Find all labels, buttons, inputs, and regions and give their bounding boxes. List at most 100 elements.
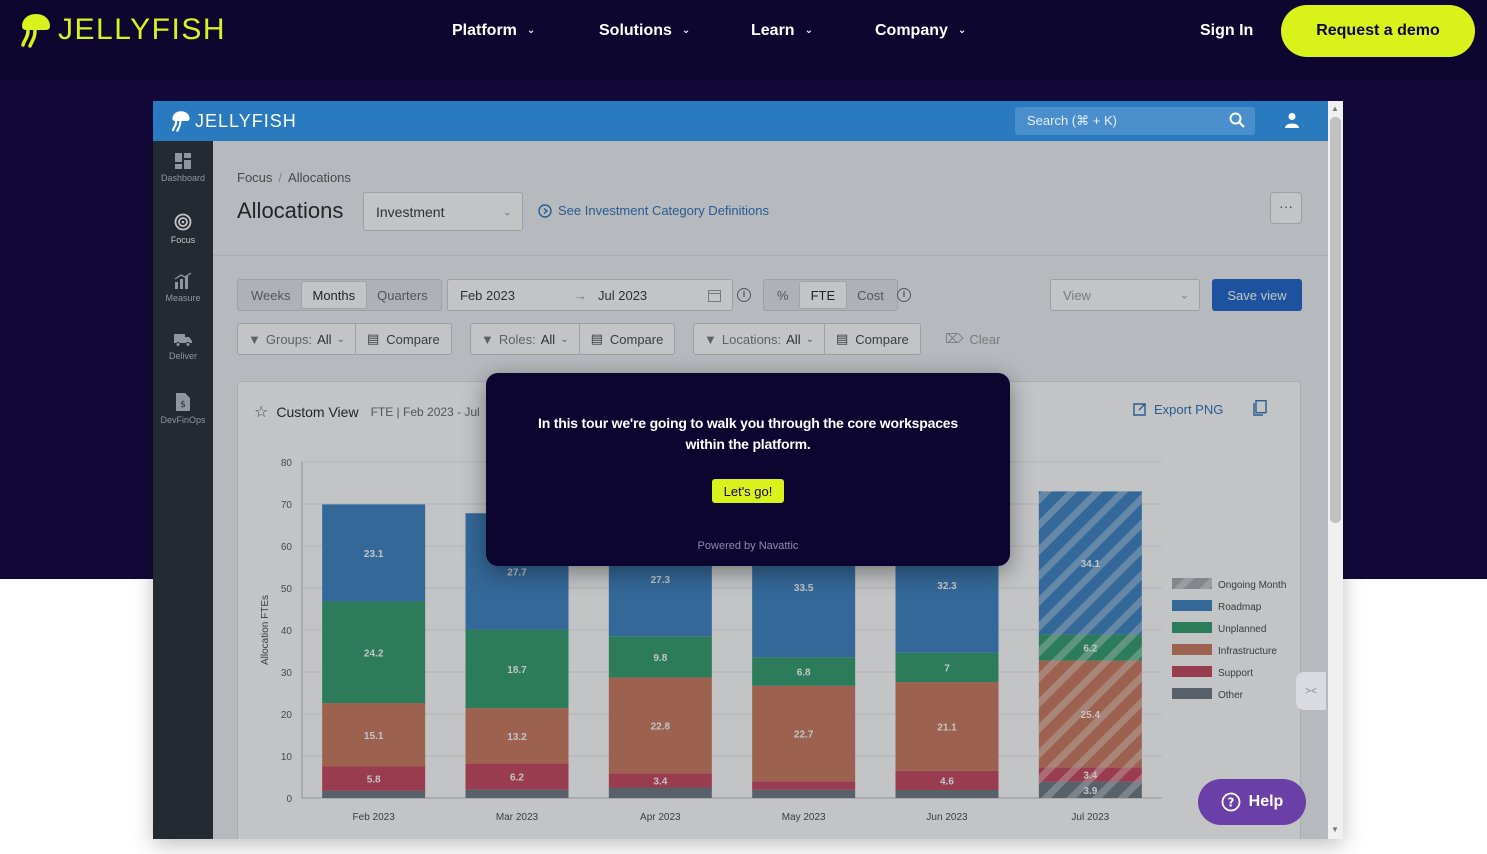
star-icon[interactable]: ☆ xyxy=(254,404,269,421)
clear-filters-button[interactable]: ⌦ Clear xyxy=(945,331,1000,347)
x-tick-label: Mar 2023 xyxy=(496,812,539,823)
app-logo[interactable]: JELLYFISH xyxy=(171,110,297,132)
copy-icon[interactable] xyxy=(1253,400,1267,416)
compare-label: Compare xyxy=(386,331,440,347)
locations-compare-button[interactable]: ▤ Compare xyxy=(825,324,920,354)
nav-label: Platform xyxy=(452,22,517,39)
info-icon[interactable]: i xyxy=(897,288,911,302)
sidebar-label: DevFinOps xyxy=(160,415,206,425)
data-label: 23.1 xyxy=(364,549,384,560)
data-label: 5.8 xyxy=(367,775,381,786)
request-demo-button[interactable]: Request a demo xyxy=(1281,5,1475,57)
jellyfish-logo-icon xyxy=(171,111,190,132)
y-tick-label: 10 xyxy=(281,752,293,763)
save-view-button[interactable]: Save view xyxy=(1212,279,1302,311)
sidebar-label: Focus xyxy=(170,235,196,245)
tab-weeks[interactable]: Weeks xyxy=(251,287,291,303)
bar-segment xyxy=(322,790,426,798)
bar-segment xyxy=(895,652,999,683)
legend-label: Infrastructure xyxy=(1218,646,1277,657)
user-icon[interactable] xyxy=(1285,112,1299,128)
view-select[interactable]: View ⌄ xyxy=(1050,279,1200,311)
scroll-down-icon[interactable]: ▼ xyxy=(1331,825,1339,834)
chevron-down-icon: ⌄ xyxy=(502,206,512,218)
lets-go-button[interactable]: Let's go! xyxy=(712,479,784,503)
chevron-down-icon: ⌄ xyxy=(805,333,814,345)
bar-segment xyxy=(322,504,426,602)
roles-filter-select[interactable]: ▼ Roles: All ⌄ xyxy=(471,324,580,354)
nav-platform[interactable]: Platform ⌄ xyxy=(452,22,535,40)
filter-prefix: Roles: xyxy=(498,331,536,347)
data-label: 9.8 xyxy=(653,653,667,664)
sidebar-item-measure[interactable]: Measure xyxy=(153,273,213,303)
bar-segment xyxy=(322,703,426,767)
sign-in-link[interactable]: Sign In xyxy=(1200,22,1254,39)
more-options-button[interactable]: ··· xyxy=(1270,192,1302,224)
data-label: 27.3 xyxy=(651,575,671,586)
legend-label: Unplanned xyxy=(1218,624,1266,635)
scroll-up-icon[interactable]: ▲ xyxy=(1331,104,1339,113)
groups-filter-select[interactable]: ▼ Groups: All ⌄ xyxy=(238,324,356,354)
category-select[interactable]: Investment ⌄ xyxy=(363,192,523,231)
unit-toggle: % FTE Cost xyxy=(763,279,898,311)
filter-value: All xyxy=(317,331,332,347)
nav-learn[interactable]: Learn ⌄ xyxy=(751,22,813,40)
nav-company[interactable]: Company ⌄ xyxy=(875,22,966,40)
app-scrollbar[interactable]: ▲ ▼ xyxy=(1328,101,1343,839)
legend-swatch xyxy=(1172,600,1212,611)
bar-segment xyxy=(895,770,999,791)
roles-compare-button[interactable]: ▤ Compare xyxy=(580,324,675,354)
tab-cost[interactable]: Cost xyxy=(857,287,884,303)
locations-filter-select[interactable]: ▼ Locations: All ⌄ xyxy=(694,324,825,354)
svg-text:$: $ xyxy=(180,400,186,410)
tab-months[interactable]: Months xyxy=(301,282,367,308)
breadcrumb-parent[interactable]: Focus xyxy=(237,170,273,185)
filter-prefix: Locations: xyxy=(721,331,782,347)
play-circle-icon xyxy=(538,203,552,218)
filter-icon: ▼ xyxy=(481,331,494,347)
data-label: 33.5 xyxy=(794,583,814,594)
y-tick-label: 20 xyxy=(281,710,293,721)
tab-fte[interactable]: FTE xyxy=(799,282,847,308)
sidebar-item-deliver[interactable]: Deliver xyxy=(153,333,213,361)
filter-value: All xyxy=(786,331,801,347)
site-logo[interactable]: JELLYFISH xyxy=(20,12,226,48)
sidebar-item-dashboard[interactable]: Dashboard xyxy=(153,153,213,183)
ongoing-hatch xyxy=(1038,491,1142,635)
sidebar-item-focus[interactable]: Focus xyxy=(153,213,213,245)
definitions-link[interactable]: See Investment Category Definitions xyxy=(538,203,769,218)
bar-chart-icon xyxy=(174,273,192,289)
definitions-link-text: See Investment Category Definitions xyxy=(558,203,769,218)
nav-label: Solutions xyxy=(599,22,672,39)
card-title: ☆ Custom View FTE | Feb 2023 - Jul xyxy=(254,402,480,422)
code-icon: >< xyxy=(1305,685,1317,697)
data-label: 4.6 xyxy=(940,776,954,787)
date-range-picker[interactable]: Feb 2023 → Jul 2023 xyxy=(447,279,733,311)
export-png-button[interactable]: Export PNG xyxy=(1133,402,1223,417)
bar-segment xyxy=(895,682,999,771)
bar-segment xyxy=(608,773,712,788)
compare-icon: ▤ xyxy=(366,331,380,346)
help-label: Help xyxy=(1248,793,1284,810)
tour-modal-text: In this tour we're going to walk you thr… xyxy=(538,415,958,452)
ongoing-hatch xyxy=(1038,660,1142,768)
bar-segment xyxy=(752,789,856,798)
sidebar-item-devfinops[interactable]: $ DevFinOps xyxy=(153,393,213,425)
app-header: JELLYFISH Search (⌘ + K) xyxy=(153,101,1343,141)
y-tick-label: 0 xyxy=(286,794,292,805)
collapse-panel-tab[interactable]: >< xyxy=(1296,672,1326,710)
data-label: 13.2 xyxy=(507,732,527,743)
scroll-thumb[interactable] xyxy=(1330,117,1341,523)
legend-label: Roadmap xyxy=(1218,602,1262,613)
y-tick-label: 30 xyxy=(281,668,293,679)
help-button[interactable]: ? Help xyxy=(1198,779,1306,825)
card-title-text: Custom View xyxy=(276,404,359,420)
groups-compare-button[interactable]: ▤ Compare xyxy=(356,324,451,354)
nav-solutions[interactable]: Solutions ⌄ xyxy=(599,22,690,40)
info-icon[interactable]: i xyxy=(737,288,751,302)
tab-quarters[interactable]: Quarters xyxy=(377,287,428,303)
chevron-down-icon: ⌄ xyxy=(681,24,691,36)
tab-percent[interactable]: % xyxy=(777,287,789,303)
breadcrumb: Focus / Allocations xyxy=(237,170,351,185)
app-search-input[interactable]: Search (⌘ + K) xyxy=(1015,107,1255,135)
